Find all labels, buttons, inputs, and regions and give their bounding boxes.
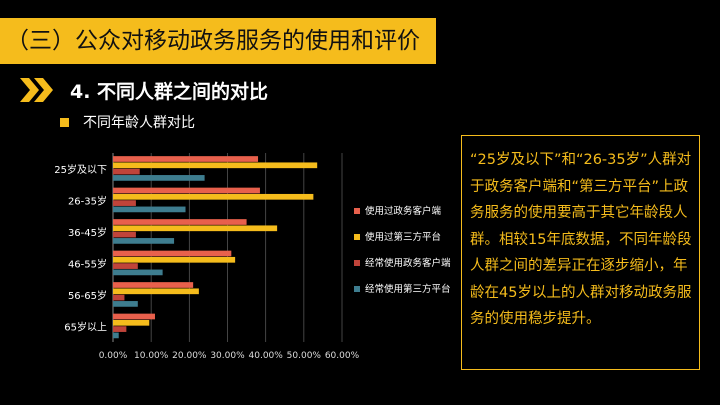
- bar: [113, 206, 186, 213]
- bar: [113, 238, 175, 244]
- legend-label: 使用过第三方平台: [365, 231, 441, 243]
- page-title-bar: （三）公众对移动政务服务的使用和评价: [0, 18, 436, 64]
- y-category-label: 26-35岁: [68, 194, 107, 207]
- legend-label: 经常使用政务客户端: [365, 257, 451, 269]
- square-bullet-icon: [60, 117, 69, 127]
- y-category-label: 25岁及以下: [54, 163, 107, 176]
- legend-swatch: [354, 208, 360, 214]
- summary-note-text: “25岁及以下”和“26-35岁”人群对于政务客户端和“第三方平台”上政务服务的…: [470, 152, 692, 327]
- page-title: （三）公众对移动政务服务的使用和评价: [6, 28, 420, 54]
- bar: [113, 200, 136, 206]
- section-header: 4. 不同人群之间的对比: [20, 76, 268, 104]
- age-group-bar-chart: 0.00% 10.00% 20.00% 30.00% 40.00% 50.00% 60.00…: [0, 140, 470, 405]
- bar: [113, 175, 205, 181]
- x-tick-label: 50.00%: [287, 351, 322, 361]
- x-tick-label: 30.00%: [210, 351, 245, 361]
- bar: [113, 250, 232, 257]
- x-tick-label: 10.00%: [134, 351, 169, 361]
- bar: [113, 193, 314, 200]
- double-chevron-right-icon: [20, 78, 53, 102]
- legend-label: 经常使用第三方平台: [365, 283, 451, 295]
- y-category-label: 56-65岁: [68, 289, 107, 302]
- bar: [113, 319, 150, 326]
- subsection-header: 不同年龄人群对比: [60, 112, 195, 132]
- y-category-label: 46-55岁: [68, 257, 107, 270]
- x-tick-label: 0.00%: [99, 351, 128, 361]
- y-category-label: 65岁以上: [64, 320, 107, 333]
- bar: [113, 282, 194, 288]
- bar: [113, 269, 163, 276]
- bar: [113, 313, 155, 320]
- bar: [113, 187, 260, 194]
- section-title: 4. 不同人群之间的对比: [70, 80, 269, 103]
- x-tick-label: 20.00%: [172, 351, 207, 361]
- bar: [113, 326, 127, 332]
- bar: [113, 263, 138, 269]
- bar: [113, 288, 199, 295]
- bar: [113, 294, 125, 301]
- subsection-title: 不同年龄人群对比: [83, 115, 195, 131]
- bar: [113, 168, 140, 175]
- chart-svg: 0.00% 10.00% 20.00% 30.00% 40.00% 50.00% 60.00…: [54, 153, 451, 361]
- x-tick-label: 40.00%: [249, 351, 284, 361]
- bar: [113, 162, 318, 169]
- summary-note-box: “25岁及以下”和“26-35岁”人群对于政务客户端和“第三方平台”上政务服务的…: [461, 135, 700, 370]
- bar: [113, 332, 119, 339]
- x-tick-label: 60.00%: [325, 351, 360, 361]
- bar: [113, 256, 236, 263]
- legend-swatch: [354, 234, 360, 240]
- legend-swatch: [354, 286, 360, 292]
- bar: [113, 225, 278, 232]
- bar: [113, 231, 136, 238]
- bar: [113, 156, 259, 162]
- y-category-label: 36-45岁: [68, 226, 107, 239]
- legend-label: 使用过政务客户端: [365, 205, 442, 217]
- legend-swatch: [354, 260, 360, 266]
- bar: [113, 301, 138, 307]
- bar: [113, 219, 247, 225]
